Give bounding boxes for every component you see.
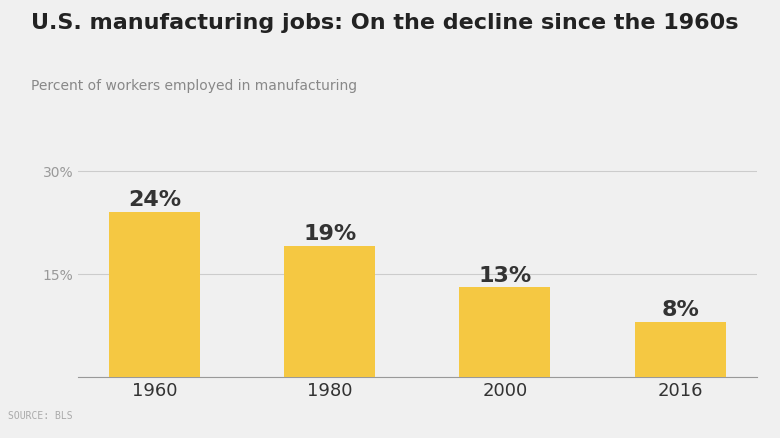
Bar (109, 212, 200, 377)
Text: 13%: 13% (478, 265, 531, 285)
Bar (635, 322, 725, 377)
Bar (459, 288, 551, 377)
Text: Percent of workers employed in manufacturing: Percent of workers employed in manufactu… (31, 79, 357, 93)
Bar (284, 247, 375, 377)
Text: 19%: 19% (303, 224, 356, 244)
Text: U.S. manufacturing jobs: On the decline since the 1960s: U.S. manufacturing jobs: On the decline … (31, 13, 739, 33)
Text: 24%: 24% (128, 190, 181, 210)
Text: 8%: 8% (661, 299, 699, 319)
Text: SOURCE: BLS: SOURCE: BLS (8, 410, 73, 420)
